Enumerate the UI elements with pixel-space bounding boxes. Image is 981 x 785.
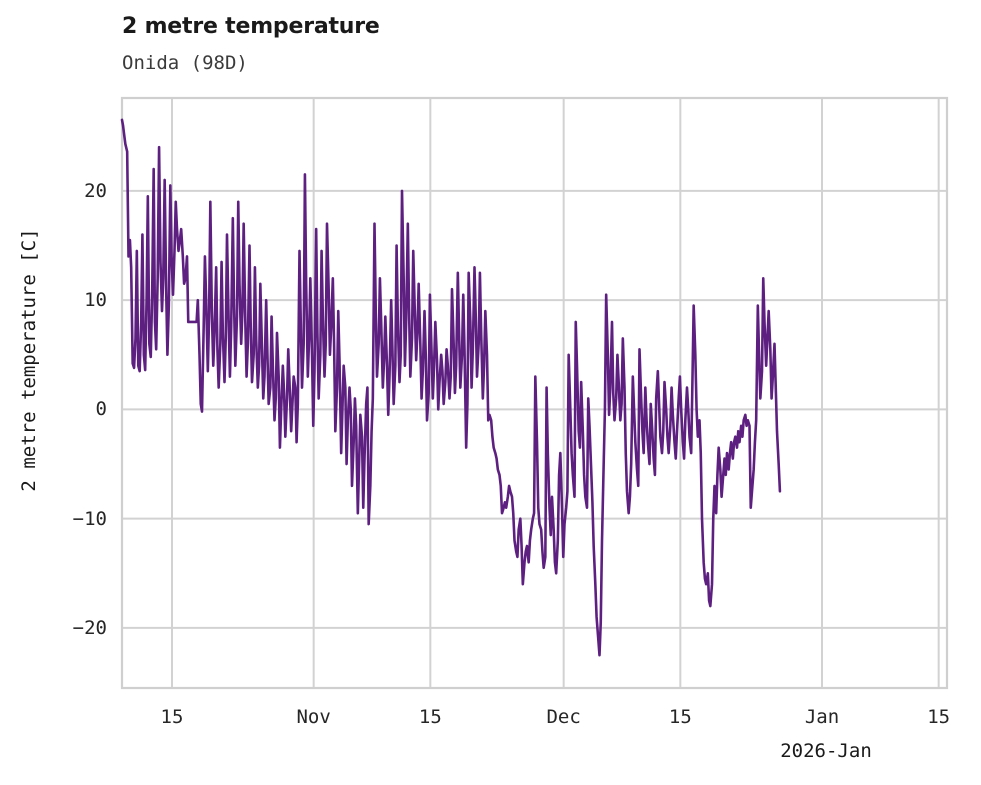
y-tick-label: 20 xyxy=(84,179,107,202)
data-series-group xyxy=(120,118,782,657)
chart-subtitle: Onida (98D) xyxy=(122,52,248,74)
plot-frame xyxy=(120,96,949,690)
y-tick-label: −10 xyxy=(72,507,107,530)
x-axis-title: 2026-Jan xyxy=(780,740,872,762)
page-title: 2 metre temperature xyxy=(122,14,380,39)
x-tick-label: 15 xyxy=(160,706,184,728)
x-tick-label: Dec xyxy=(546,706,581,728)
x-tick-label: Nov xyxy=(296,706,331,728)
x-tick-label: 15 xyxy=(668,706,692,728)
y-tick-label: 0 xyxy=(95,398,107,421)
y-tick-label: −20 xyxy=(72,616,107,639)
x-tick-label: 15 xyxy=(927,706,951,728)
x-tick-label: Jan xyxy=(804,706,840,728)
x-tick-label: 15 xyxy=(418,706,442,728)
data-line xyxy=(120,118,782,657)
y-tick-label: 10 xyxy=(84,289,107,312)
